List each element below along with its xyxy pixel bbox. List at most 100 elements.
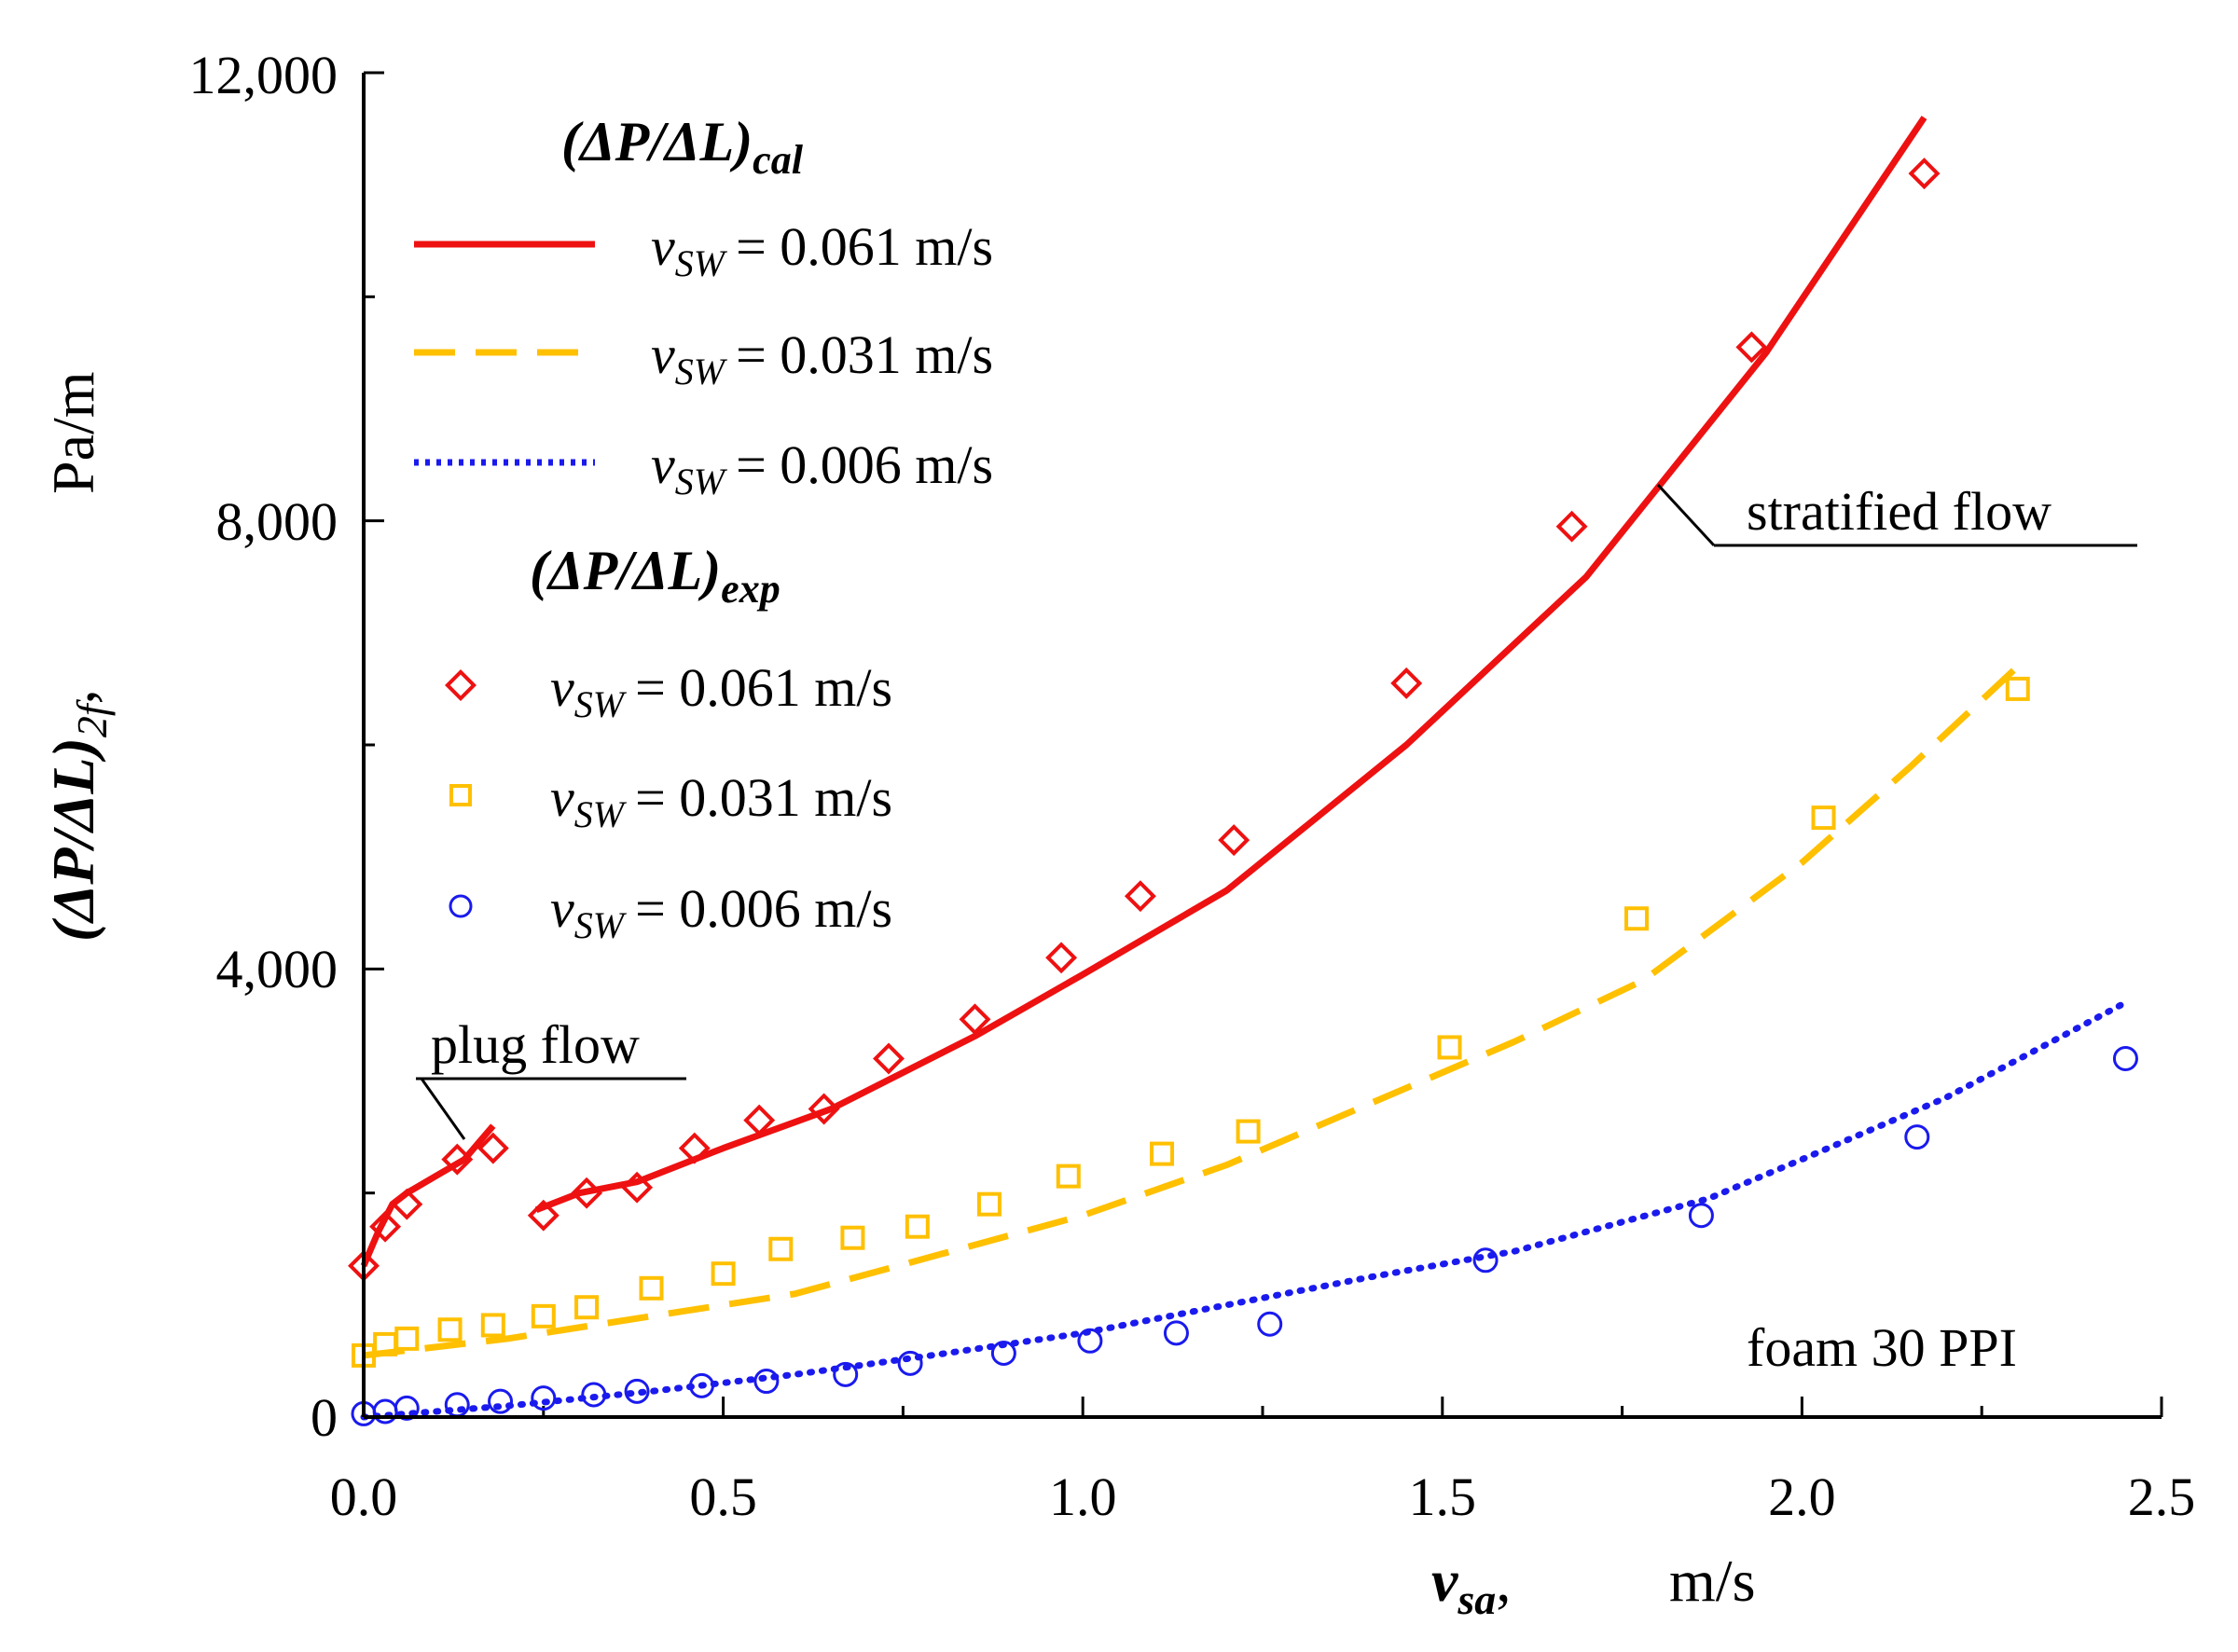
legend-label-exp-2: = 0.006 m/s [635, 878, 892, 939]
x-axis-unit: m/s [1669, 1548, 1755, 1614]
y-tick-label: 8,000 [216, 491, 338, 552]
data-point-exp-0-13 [1045, 942, 1078, 974]
stratified-flow-label: stratified flow [1747, 481, 2052, 542]
data-point-exp-0-10 [808, 1093, 840, 1125]
data-point-exp-1-10 [840, 1225, 865, 1250]
data-point-exp-1-3 [437, 1317, 463, 1342]
legend-label-cal-0: = 0.061 m/s [736, 216, 993, 277]
data-point-exp-2-6 [581, 1382, 607, 1408]
x-tick-label: 0.0 [330, 1466, 398, 1527]
data-point-exp-0-0 [348, 1249, 380, 1282]
legend-cal-heading: (ΔP/ΔL) [561, 111, 753, 172]
legend-subscript: SW [574, 793, 628, 835]
svg-text:vSW= 0.031 m/s: vSW = 0.031 m/s [651, 324, 993, 392]
svg-text:vSW= 0.006 m/s: vSW = 0.006 m/s [651, 434, 993, 502]
data-point-exp-0-16 [1390, 667, 1423, 699]
axis-ticks [362, 71, 2163, 1419]
series-layer [360, 116, 2129, 1421]
legend-symbol: v [550, 767, 574, 828]
series-line-cal-1-seg-0 [363, 664, 2021, 1359]
legend-marker-exp-2 [449, 894, 473, 918]
data-point-exp-0-2 [391, 1188, 423, 1220]
data-point-exp-2-1 [372, 1398, 398, 1425]
data-point-exp-0-18 [1735, 331, 1768, 364]
data-point-exp-0-3 [441, 1143, 474, 1176]
legend-marker-exp-0 [445, 669, 477, 701]
data-point-exp-1-2 [394, 1326, 420, 1351]
data-point-exp-1-6 [574, 1295, 600, 1320]
data-point-exp-1-15 [1236, 1119, 1261, 1144]
x-axis-comma: , [1496, 1548, 1511, 1614]
data-point-exp-2-10 [833, 1361, 859, 1387]
data-point-exp-2-14 [1163, 1320, 1189, 1346]
legend-exp-heading: (ΔP/ΔL) [530, 540, 721, 601]
data-point-exp-0-11 [873, 1042, 905, 1075]
legend-symbol: v [651, 216, 675, 277]
y-axis-unit: Pa/m [40, 371, 106, 494]
data-point-exp-2-16 [1472, 1247, 1499, 1273]
data-point-exp-0-19 [1908, 158, 1941, 190]
legend-subscript: SW [675, 461, 728, 502]
data-point-exp-0-5 [527, 1199, 560, 1232]
y-tick-label: 12,000 [189, 45, 338, 105]
data-point-exp-0-9 [743, 1104, 776, 1136]
x-axis-subscript: sa [1457, 1576, 1496, 1623]
data-point-exp-2-5 [531, 1385, 557, 1411]
data-point-exp-2-3 [444, 1392, 470, 1418]
y-axis-symbol: (ΔP/ΔL) [40, 737, 106, 942]
legend-symbol: v [550, 878, 574, 939]
y-tick-label: 0 [311, 1387, 338, 1448]
y-axis-subscript: 2f [68, 698, 116, 737]
svg-text:vSW= 0.061 m/s: vSW = 0.061 m/s [651, 216, 993, 284]
svg-text:vSW= 0.061 m/s: vSW = 0.061 m/s [550, 657, 892, 725]
legend-subscript: SW [574, 904, 628, 946]
legend-label-exp-0: = 0.061 m/s [635, 657, 892, 718]
x-tick-label: 1.0 [1049, 1466, 1117, 1527]
x-axis-symbol: v [1431, 1548, 1458, 1614]
data-point-exp-0-4 [477, 1132, 509, 1164]
y-tick-label: 4,000 [216, 939, 338, 999]
data-point-exp-2-19 [2112, 1045, 2138, 1071]
data-point-exp-2-15 [1257, 1311, 1283, 1337]
svg-text:(ΔP/ΔL)exp: (ΔP/ΔL)exp [530, 540, 781, 612]
annotations: plug flow stratified flow foam 30 PPI [416, 481, 2137, 1378]
data-point-exp-1-5 [531, 1303, 556, 1328]
data-point-exp-1-12 [976, 1191, 1002, 1217]
data-point-exp-1-7 [639, 1275, 664, 1301]
data-point-exp-1-16 [1437, 1035, 1462, 1060]
data-point-exp-2-2 [394, 1395, 420, 1421]
data-point-exp-2-8 [688, 1372, 714, 1398]
series-line-cal-0-seg-0 [360, 1123, 496, 1268]
legend-label-exp-1: = 0.031 m/s [635, 767, 892, 828]
data-point-exp-2-12 [990, 1341, 1016, 1367]
data-point-exp-1-19 [2005, 676, 2030, 701]
legend-symbol: v [651, 434, 675, 495]
data-point-exp-0-6 [571, 1177, 603, 1209]
data-point-exp-1-11 [905, 1214, 930, 1239]
x-tick-label: 0.5 [689, 1466, 757, 1527]
data-point-exp-1-17 [1624, 906, 1650, 931]
data-point-exp-1-14 [1150, 1141, 1175, 1166]
x-tick-label: 2.5 [2128, 1466, 2196, 1527]
legend-symbol: v [550, 657, 574, 718]
data-point-exp-1-18 [1811, 805, 1836, 831]
data-point-exp-2-18 [1904, 1124, 1930, 1150]
data-point-exp-0-12 [959, 1003, 991, 1036]
svg-text:vSW= 0.031 m/s: vSW = 0.031 m/s [550, 767, 892, 835]
x-tick-label: 1.5 [1409, 1466, 1477, 1527]
legend-subscript: SW [675, 242, 728, 284]
legend: (ΔP/ΔL)cal vSW = 0.061 m/s vSW = 0.031 m/s… [414, 111, 993, 946]
data-point-exp-1-9 [768, 1236, 794, 1261]
data-point-exp-2-7 [624, 1378, 650, 1404]
data-point-exp-2-11 [897, 1350, 923, 1376]
svg-text:vSW= 0.006 m/s: vSW = 0.006 m/s [550, 878, 892, 946]
legend-label-cal-2: = 0.006 m/s [736, 434, 993, 495]
plug-flow-leader [420, 1078, 466, 1140]
data-point-exp-2-13 [1077, 1328, 1103, 1354]
data-point-exp-1-4 [480, 1313, 505, 1338]
data-point-exp-0-8 [678, 1132, 711, 1164]
legend-exp-subscript: exp [721, 566, 781, 612]
svg-text:(ΔP/ΔL)2f,: (ΔP/ΔL)2f, [40, 689, 116, 942]
data-point-exp-1-8 [711, 1261, 736, 1287]
